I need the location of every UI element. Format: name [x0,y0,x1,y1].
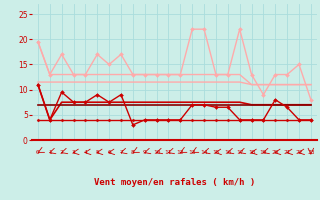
Text: Vent moyen/en rafales ( km/h ): Vent moyen/en rafales ( km/h ) [94,178,255,187]
